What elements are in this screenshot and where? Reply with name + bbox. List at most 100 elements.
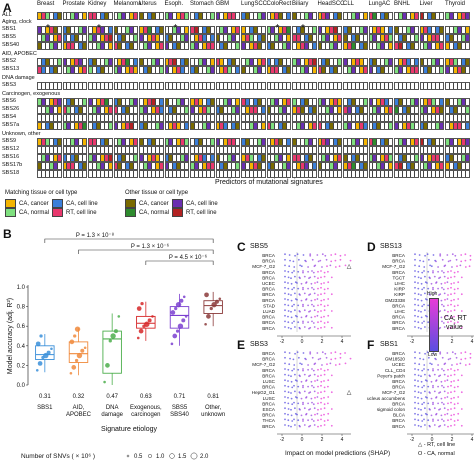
data-point [73,334,77,338]
shap-point [443,363,446,366]
shap-point [447,321,449,324]
shap-point [457,396,460,398]
signature-row-label: SBS6 [2,98,17,104]
shap-beeswarm: BRCABRCAMCF-7_G2BRCABRCALUSCBRCAHepG2_G1… [252,350,352,442]
tissue-cell-group [164,42,189,50]
tissue-cell-group [394,12,419,20]
shap-point [294,275,296,278]
shap-point [284,303,286,306]
shap-point [433,275,436,278]
shap-point [426,315,428,318]
tissue-cell-group [394,106,419,114]
y-tick-label: 1.0 [17,285,26,291]
shap-point [287,424,290,427]
shap-point [307,287,309,290]
y-tick-label: 0.4 [17,344,26,350]
significance-bracket [145,260,214,265]
legend-swatch [5,208,16,217]
tissue-cell-group [317,66,342,74]
shap-point [423,303,425,306]
shap-point [287,321,290,324]
shap-point [423,401,425,404]
shap-row-label: LUSC [263,379,276,384]
shap-point [450,303,452,306]
tissue-cell-group [139,26,164,34]
shap-point [432,270,434,272]
shap-point [330,293,333,296]
shap-point [323,386,326,389]
shap-point [442,288,445,291]
shap-point [287,326,290,329]
shap-point [302,368,304,370]
shap-point [291,420,294,422]
tissue-cell-group [292,146,317,154]
data-point [174,306,178,311]
shap-point [417,287,420,290]
shap-point [287,282,289,284]
shap-point [317,327,319,330]
shap-point [441,368,443,370]
shap-point [417,326,420,329]
shap-point [417,396,419,399]
significance-star: * [301,23,305,34]
data-point [170,310,176,315]
shap-point [305,358,307,361]
tissue-cell-group [241,98,266,106]
tissue-cell-group [317,122,342,130]
p-value-label: P = 4.5 × 10⁻⁶ [169,254,208,261]
signature-row-label: SBS7a [2,122,20,128]
tissue-cell-group [445,170,470,178]
shap-point [330,310,333,312]
shap-point [323,420,326,422]
shap-point [414,303,416,306]
tissue-cell-group [241,138,266,146]
x-tick-label: 2 [321,339,324,344]
tissue-cell-group [368,26,393,34]
shap-point [457,298,460,300]
shap-point [460,374,463,377]
shap-point [313,407,316,410]
shap-point [309,351,312,354]
tissue-cell-group [164,154,189,162]
tissue-cell-group [343,66,368,74]
shap-point [424,407,426,410]
shap-point [438,294,440,296]
shap-point [317,287,319,290]
tissue-header: CLL [343,1,355,7]
tissue-cell-group [62,154,87,162]
shap-point [414,281,416,284]
shap-point [314,413,316,416]
tissue-cell-group [343,154,368,162]
shap-point [414,356,416,359]
tissue-header: Thyroid [445,1,466,7]
shap-point [441,384,443,387]
shap-point [291,386,294,389]
shap-point [299,408,301,411]
significance-star: * [97,23,101,34]
tissue-cell-group [215,106,240,114]
tissue-cell-group [241,170,266,178]
tissue-cell-group [37,98,62,106]
shap-point [317,321,319,324]
shap-point [320,310,322,312]
tissue-cell-group [139,42,164,50]
shap-point [426,396,428,399]
shap-point [324,352,327,355]
shap-row-label: Peyer's patch [377,373,405,378]
shap-point [414,258,416,261]
tissue-cell-group [37,82,62,90]
shap-point [457,385,459,388]
data-point [151,315,154,318]
tissue-cell-group [88,58,113,66]
tissue-header: Biliary [292,1,309,7]
shap-point [453,309,456,312]
signature-row-label: SBS40 [2,42,20,48]
shap-point [297,368,300,371]
shap-row-label: ESCA [262,407,275,412]
shap-point [311,270,313,272]
legend-label: RT, cell line [186,210,217,217]
tissue-cell-group [62,66,87,74]
shap-point [447,368,449,371]
shap-point [449,357,452,360]
